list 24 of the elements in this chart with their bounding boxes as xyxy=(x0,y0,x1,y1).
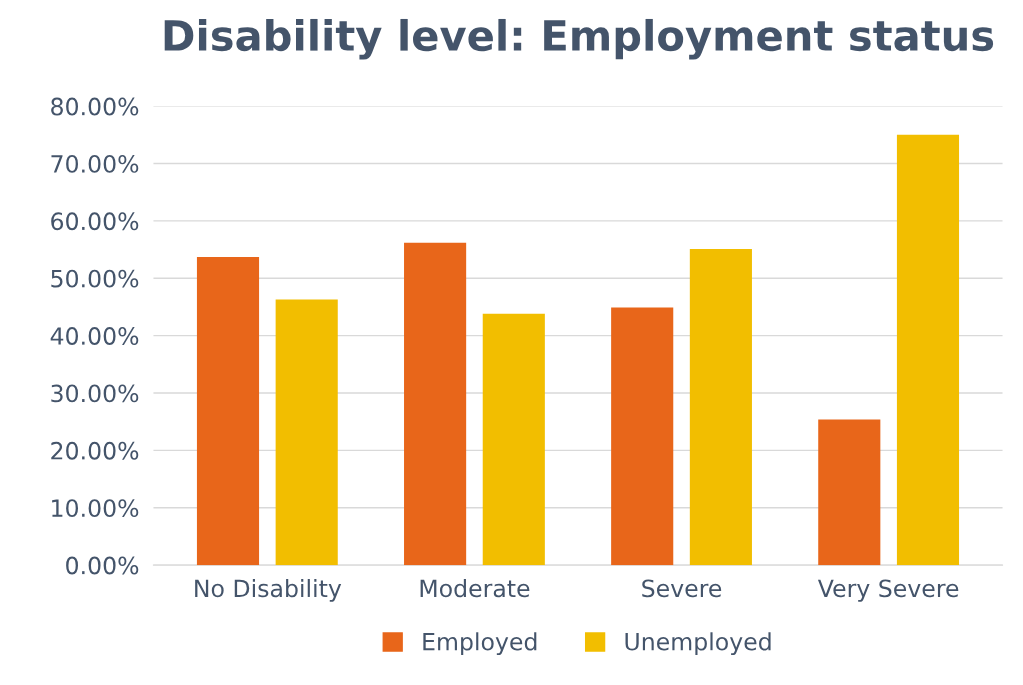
bar xyxy=(482,313,545,566)
y-tick-label: 0.00% xyxy=(66,556,139,575)
bar xyxy=(818,419,881,566)
bar xyxy=(196,257,260,566)
y-tick-label: 30.00% xyxy=(51,384,139,403)
bar xyxy=(404,242,467,566)
bar xyxy=(896,134,960,566)
bar xyxy=(611,307,674,566)
bar xyxy=(275,299,338,566)
y-tick-label: 70.00% xyxy=(51,154,139,173)
x-tick-label: Very Severe xyxy=(817,579,959,602)
y-tick-label: 20.00% xyxy=(51,441,139,460)
y-tick-label: 50.00% xyxy=(51,269,139,288)
legend-label: Employed xyxy=(423,632,537,656)
y-tick-label: 60.00% xyxy=(51,212,139,231)
x-tick-label: No Disability xyxy=(195,579,342,602)
chart-title: Disability level: Employment status xyxy=(164,18,994,60)
legend-label: Unemployed xyxy=(625,632,771,656)
bar xyxy=(689,249,752,566)
x-tick-label: Moderate xyxy=(420,579,530,598)
y-tick-label: 10.00% xyxy=(52,499,139,518)
x-tick-label: Severe xyxy=(642,579,722,598)
y-tick-label: 40.00% xyxy=(50,327,139,345)
y-tick-label: 80.00% xyxy=(51,97,139,116)
